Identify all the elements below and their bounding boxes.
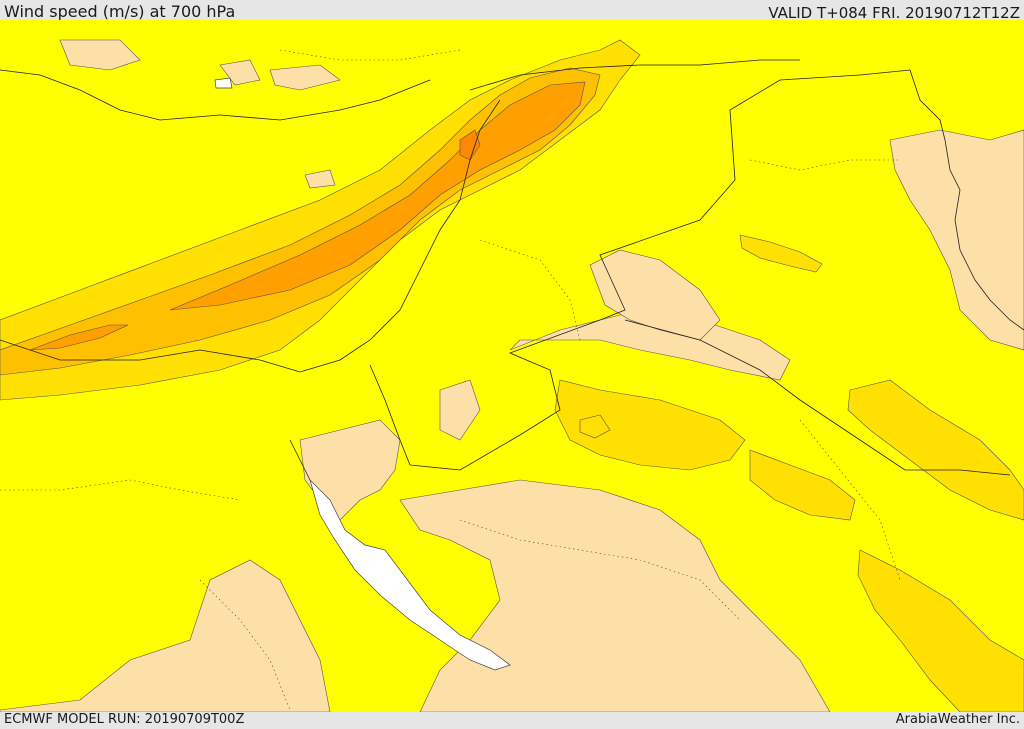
credit-label: ArabiaWeather Inc. [895, 712, 1020, 727]
dotted-border-iraq [749, 159, 900, 171]
band-tabuk [579, 414, 611, 439]
calm-area-jordan-desert [589, 249, 721, 341]
calm-area-cyprus [304, 169, 336, 189]
dotted-borders [0, 49, 901, 711]
strongest-wind-band [29, 81, 586, 351]
border-coast-turkey [0, 69, 431, 121]
strong-wind-band [0, 67, 601, 376]
band-iraq-west [739, 234, 823, 273]
highest-wind-cell [459, 129, 481, 161]
band-jet-core-outer [0, 67, 601, 376]
calm-area-turkey-1 [59, 39, 141, 71]
band-gulf [857, 549, 1024, 712]
band-jet-core [169, 81, 586, 311]
border-syria-turkey [469, 59, 800, 91]
band-jet-max [459, 129, 481, 161]
valid-time-label: VALID T+084 FRI. 20190712T12Z [768, 4, 1020, 22]
band-jordan-saudi [554, 379, 746, 471]
wind-speed-map [0, 20, 1024, 712]
dotted-border-egypt-south [199, 579, 291, 711]
border-sinai-gulf [289, 439, 311, 481]
calm-area-iran [889, 129, 1024, 351]
water-gaps [214, 77, 511, 671]
calm-area-nejd [439, 379, 481, 441]
band-iraq-east [847, 379, 1024, 521]
model-run-label: ECMWF MODEL RUN: 20190709T00Z [4, 712, 245, 727]
dotted-border-turkey [279, 49, 461, 61]
calm-area-hejaz [399, 479, 831, 712]
map-canvas [0, 20, 1024, 712]
border-iraq-saudi [624, 319, 1011, 476]
dotted-border-iraq-south [799, 419, 901, 581]
borders [0, 59, 1024, 481]
dotted-border-saudi-interior [459, 519, 741, 621]
red-sea-gap [309, 478, 511, 671]
border-eastern-mediterranean-coast [0, 99, 501, 373]
border-arabia-north [409, 69, 911, 471]
small-gap-turkey [214, 77, 233, 89]
band-jet-tip [29, 324, 129, 351]
dotted-border-jordan [479, 239, 581, 341]
dotted-border-egypt [0, 479, 241, 501]
border-iran-iraq [909, 69, 1024, 331]
map-title: Wind speed (m/s) at 700 hPa [4, 2, 236, 21]
band-nejd-east [749, 449, 856, 521]
calm-area-egypt-south [0, 559, 331, 712]
border-sinai [369, 364, 411, 466]
calm-area-turkey-3 [269, 64, 341, 91]
